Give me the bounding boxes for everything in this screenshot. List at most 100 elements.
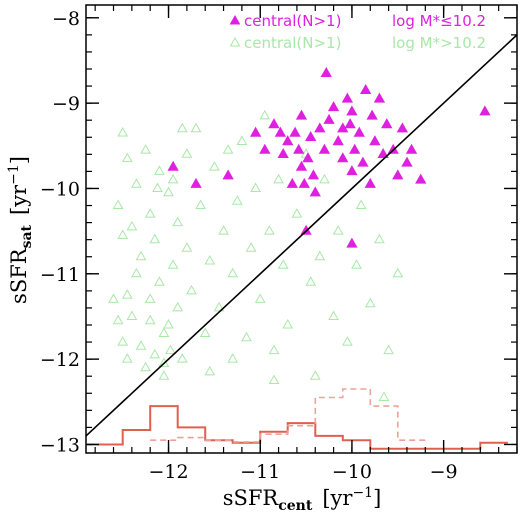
x-tick-label: −11 (240, 461, 280, 483)
low-mass-point (305, 130, 317, 142)
high-mass-point (231, 195, 243, 205)
high-mass-point (149, 348, 161, 359)
low-mass-point (364, 177, 376, 188)
one-to-one-line-layer (86, 34, 517, 437)
x-tick-label: −10 (332, 461, 372, 483)
high-mass-point (222, 144, 234, 154)
high-mass-point (254, 293, 266, 303)
y-axis-title-main: sSFR (7, 247, 31, 304)
high-mass-point (121, 289, 133, 299)
low-mass-point (396, 122, 408, 133)
low-mass-point (259, 143, 271, 154)
y-tick-label: −12 (40, 349, 80, 371)
high-mass-point (149, 233, 161, 244)
y-tick-label: −9 (52, 93, 80, 115)
low-mass-point (250, 126, 262, 137)
low-mass-point (405, 143, 418, 154)
legend-label: central(N>1) (244, 34, 341, 52)
low-mass-point (318, 143, 331, 154)
high-mass-point (121, 353, 133, 363)
low-mass-point (286, 177, 298, 188)
legend-marker (229, 14, 241, 25)
low-mass-point (344, 118, 356, 129)
y-tick-label: −13 (40, 434, 80, 456)
plot-frame (85, 4, 518, 454)
high-mass-point (126, 220, 138, 231)
axis-ticks: −12 −11 −10 −9 −13 −12 −11 −10 −9 −8 (40, 5, 518, 483)
low-mass-point (381, 118, 393, 129)
high-mass-point (172, 301, 184, 312)
low-mass-point (346, 165, 358, 176)
high-mass-point (112, 199, 124, 209)
x-axis-title-main: sSFR (223, 486, 280, 510)
one-to-one-line (86, 34, 517, 437)
low-mass-point (353, 126, 365, 137)
low-mass-point (401, 156, 413, 167)
low-mass-point (298, 177, 310, 188)
high-mass-point (163, 186, 174, 197)
x-axis-title: sSFRcent [yr−1] (223, 485, 382, 514)
high-mass-point (259, 109, 271, 120)
high-mass-point (140, 361, 151, 372)
histogram-solid (86, 405, 508, 450)
high-mass-point (121, 152, 133, 163)
high-mass-point (135, 340, 147, 350)
high-mass-point (131, 267, 142, 278)
low-mass-point (323, 113, 335, 124)
histograms (86, 388, 508, 450)
low-mass-point (274, 126, 287, 137)
x-axis-title-unit: [yr (322, 486, 353, 510)
low-mass-point (327, 101, 340, 112)
legend-marker (229, 36, 241, 47)
high-mass-point (364, 297, 376, 308)
high-mass-point (176, 353, 188, 363)
low-mass-point (373, 92, 386, 103)
high-mass-point (236, 135, 248, 145)
low-mass-point (357, 156, 369, 167)
high-mass-point (117, 336, 129, 346)
high-mass-point (140, 144, 151, 154)
high-mass-point (213, 301, 225, 312)
y-axis-title: sSFRsat [yr−1] (6, 156, 35, 304)
low-mass-point (479, 105, 491, 116)
high-mass-point (108, 293, 119, 303)
high-mass-point (227, 353, 239, 363)
high-mass-point (144, 208, 156, 218)
high-mass-point (167, 259, 179, 269)
scatter-points (108, 66, 491, 401)
high-mass-point (392, 267, 404, 278)
high-mass-point (167, 173, 179, 184)
low-mass-point (337, 152, 349, 163)
high-mass-point (181, 148, 193, 158)
high-mass-point (152, 182, 163, 192)
low-mass-point (277, 147, 289, 159)
low-mass-point (289, 126, 301, 137)
high-mass-point (351, 259, 362, 269)
low-mass-point (349, 143, 361, 154)
high-mass-point (383, 344, 394, 355)
x-tick-label: −9 (430, 461, 458, 483)
low-mass-point (167, 160, 179, 171)
high-mass-point (291, 208, 303, 218)
high-mass-point (378, 391, 390, 401)
high-mass-point (204, 254, 216, 265)
high-mass-point (268, 344, 280, 355)
histogram-dashed (150, 388, 426, 443)
low-mass-point (332, 135, 344, 146)
high-mass-point (117, 126, 129, 137)
high-mass-point (158, 327, 170, 337)
low-mass-point (320, 66, 332, 77)
high-mass-point (241, 331, 252, 342)
high-mass-point (342, 336, 353, 346)
high-mass-point (328, 310, 339, 320)
x-axis-title-sub: cent (278, 498, 313, 514)
low-mass-point (307, 169, 320, 180)
high-mass-point (268, 374, 280, 384)
high-mass-point (190, 122, 202, 133)
high-mass-point (245, 242, 257, 252)
low-mass-point (314, 122, 326, 133)
high-mass-point (199, 327, 211, 337)
high-mass-point (144, 293, 156, 303)
high-mass-point (332, 225, 344, 235)
